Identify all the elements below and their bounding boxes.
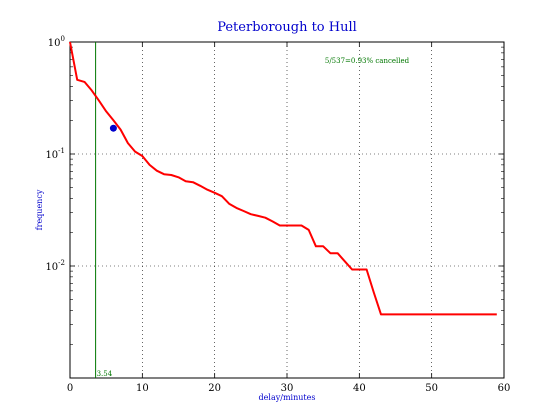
- y-tick-label: 10-1: [45, 147, 65, 161]
- x-axis-label: delay/minutes: [259, 393, 316, 402]
- x-tick-label: 30: [281, 383, 294, 394]
- cancelled-annotation: 5/537=0.93% cancelled: [325, 57, 410, 65]
- threshold-label: 3.54: [97, 370, 113, 378]
- y-axis-label: frequency: [35, 189, 44, 230]
- x-tick-label: 10: [136, 383, 149, 394]
- x-tick-label: 40: [353, 383, 366, 394]
- x-tick-label: 50: [425, 383, 438, 394]
- data-marker: [109, 124, 117, 132]
- axis-ticks: 0 10 20 30 40 50 60 100 10-1 10-2: [45, 35, 510, 394]
- x-tick-label: 20: [208, 383, 221, 394]
- x-tick-label: 60: [498, 383, 511, 394]
- y-tick-label: 10-2: [45, 259, 65, 273]
- x-tick-label: 0: [67, 383, 73, 394]
- grid: [70, 42, 504, 378]
- series-line: [69, 41, 497, 316]
- chart-title: Peterborough to Hull: [217, 20, 357, 35]
- y-tick-label: 100: [48, 35, 65, 49]
